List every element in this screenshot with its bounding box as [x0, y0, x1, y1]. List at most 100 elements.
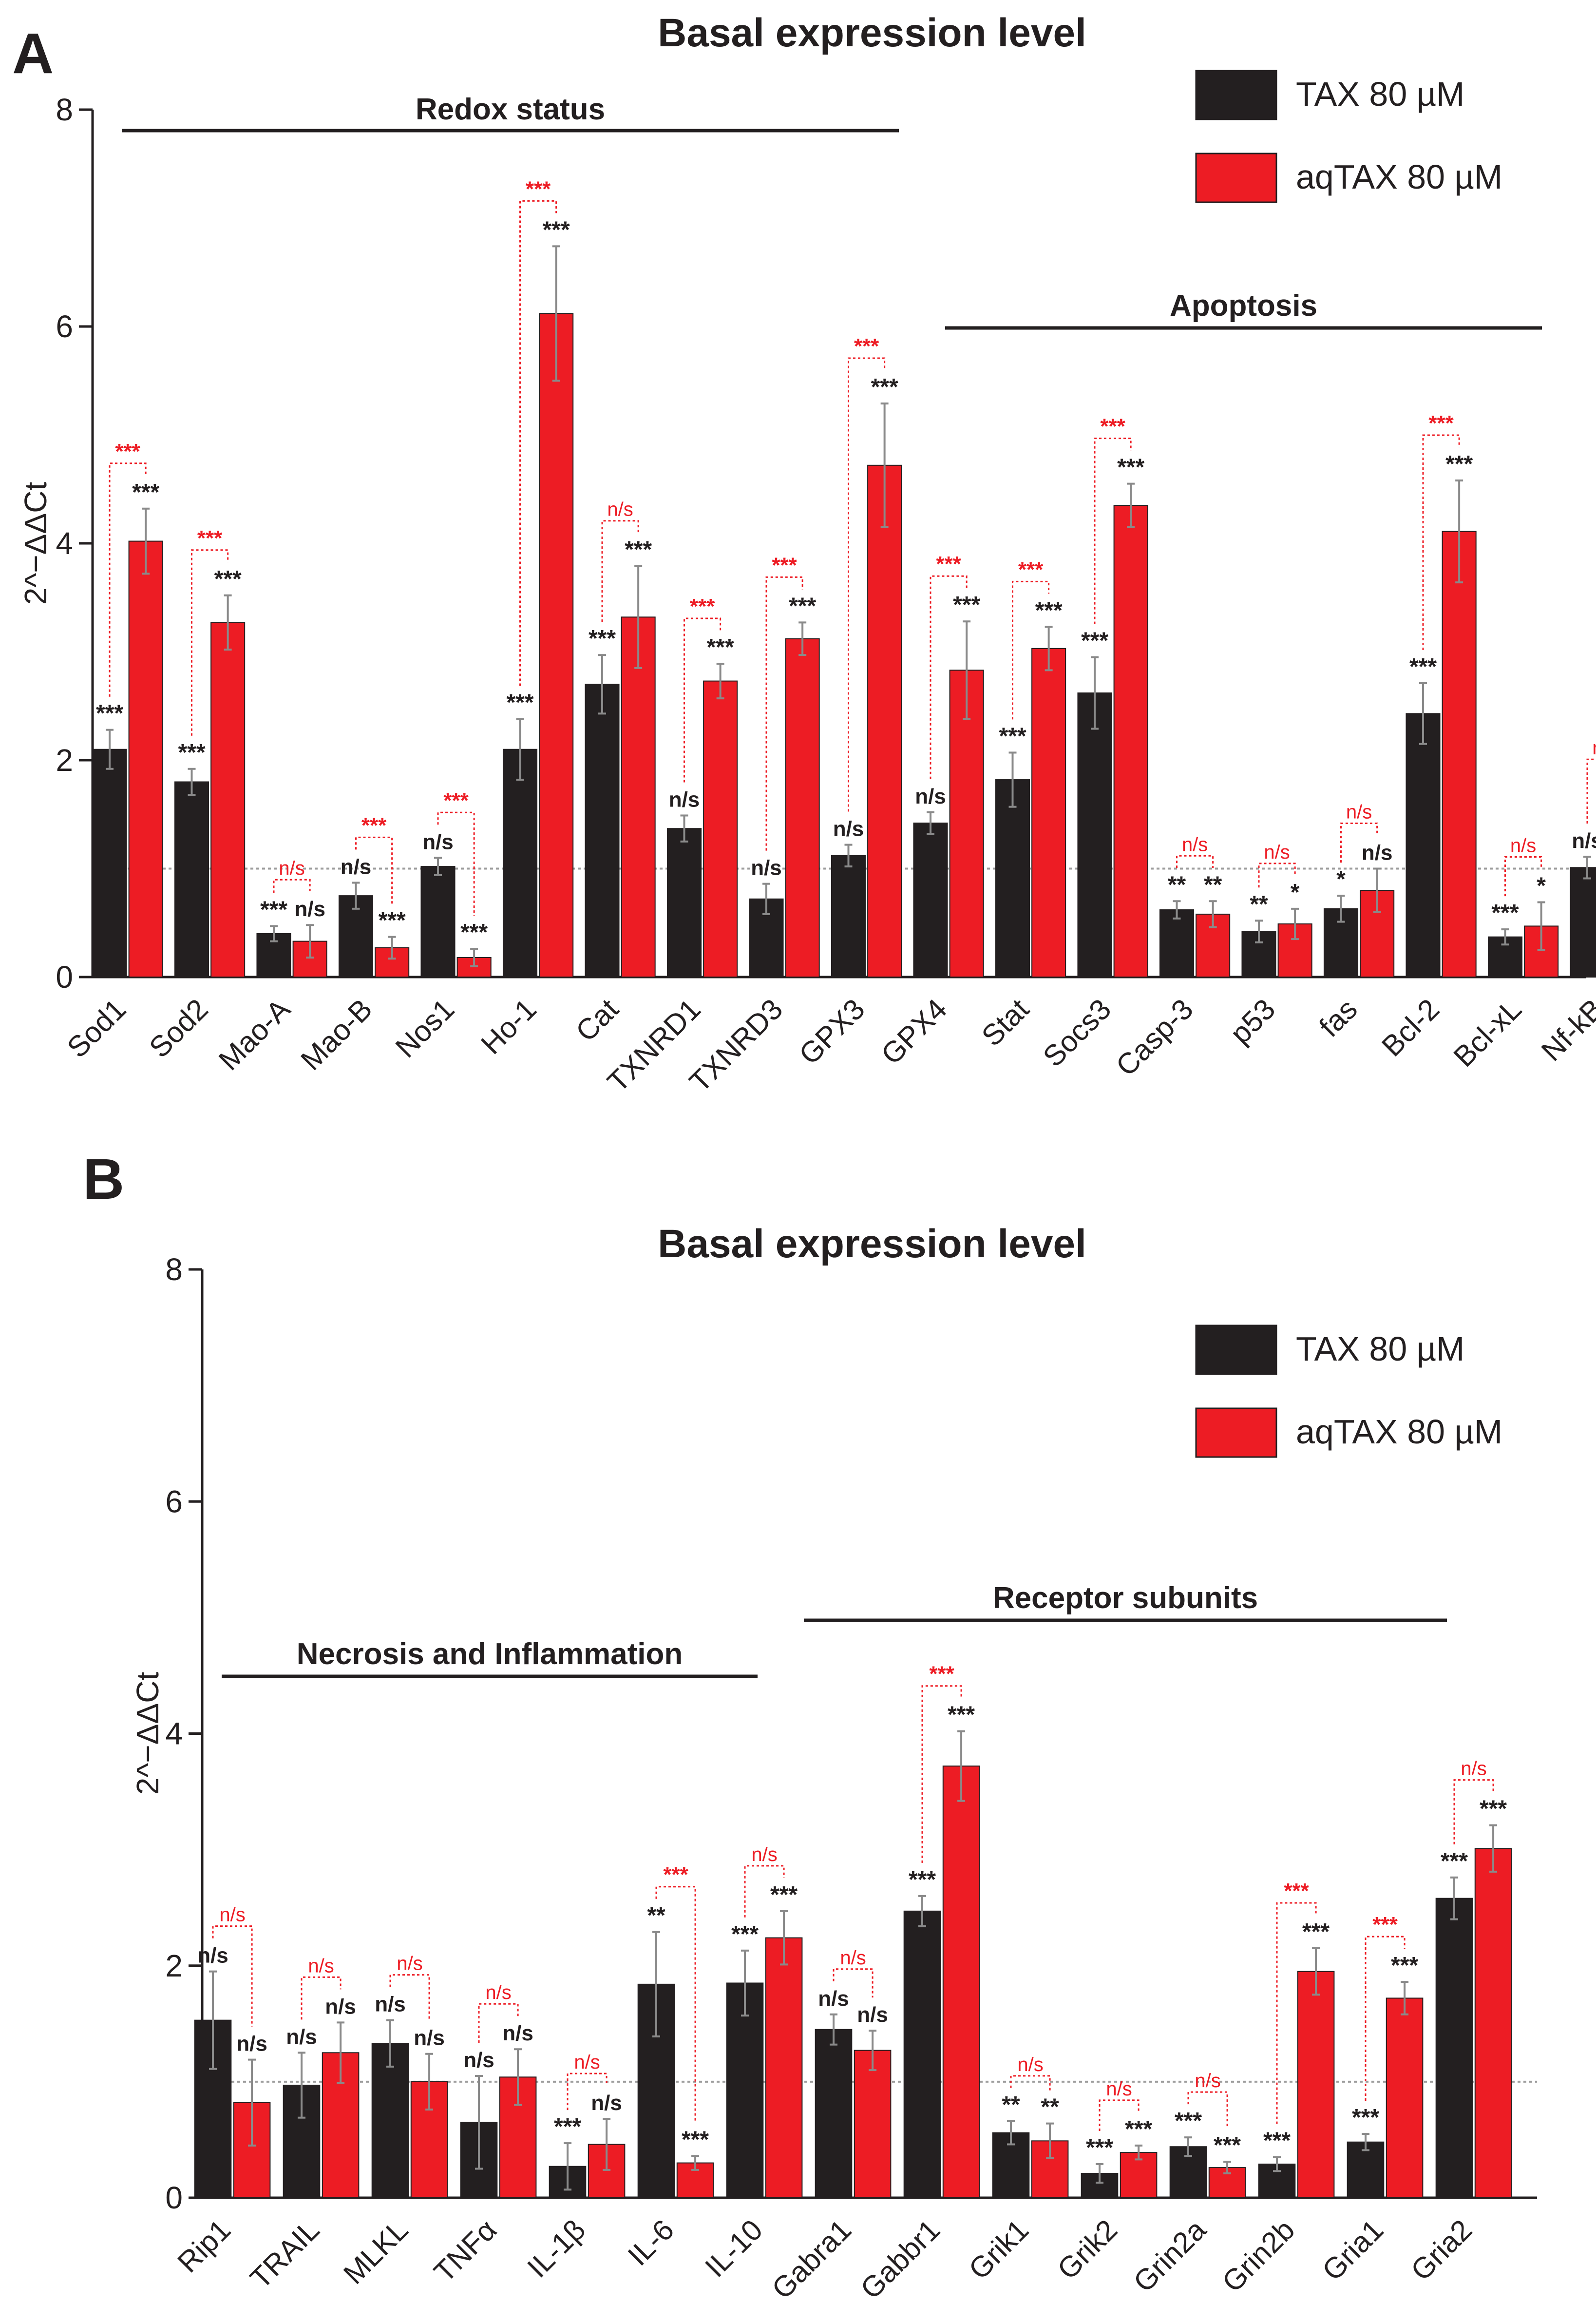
comparison-bracket — [519, 200, 557, 686]
significance-label: *** — [96, 701, 123, 727]
comparison-label: n/s — [1461, 1758, 1486, 1780]
y-tick-label: 4 — [165, 1716, 183, 1751]
legend-label: aqTAX 80 µM — [1296, 158, 1502, 196]
significance-label: *** — [260, 897, 287, 922]
comparison-label: *** — [854, 334, 879, 358]
comparison-bracket — [1094, 438, 1132, 624]
comparison-label: n/s — [279, 858, 304, 879]
group-label: Necrosis and Inflammation — [297, 1637, 683, 1671]
comparison-label: n/s — [1592, 737, 1596, 759]
comparison-bracket — [744, 1865, 785, 1918]
significance-label: * — [1336, 866, 1346, 892]
significance-label: *** — [1125, 2116, 1152, 2142]
significance-label: *** — [953, 592, 980, 618]
significance-label: *** — [999, 723, 1026, 749]
comparison-label: *** — [690, 595, 715, 618]
bar-tax — [420, 866, 456, 978]
significance-label: *** — [909, 1867, 936, 1893]
bar-aqtax — [322, 2052, 360, 2198]
legend-swatch-tax — [1195, 1324, 1277, 1375]
y-tick-label: 2 — [56, 743, 73, 778]
x-tick-label: Cat — [570, 993, 625, 1048]
bar-aqtax — [785, 638, 820, 978]
comparison-label: n/s — [1346, 802, 1372, 823]
comparison-bracket — [1340, 823, 1378, 863]
x-tick-label: Grik2 — [1051, 2213, 1123, 2286]
comparison-bracket — [212, 1925, 253, 2027]
significance-label: n/s — [915, 785, 946, 808]
significance-label: n/s — [1572, 829, 1596, 853]
bar-tax — [995, 779, 1030, 978]
y-tick-label: 0 — [165, 2180, 183, 2215]
bar-tax — [174, 781, 209, 978]
significance-label: *** — [460, 920, 488, 945]
comparison-label: *** — [115, 440, 140, 463]
x-tick-label: Socs3 — [1037, 993, 1117, 1073]
significance-label: *** — [731, 1921, 759, 1947]
significance-label: n/s — [1362, 841, 1393, 865]
bar-tax — [371, 2043, 409, 2199]
significance-label: *** — [1409, 654, 1437, 680]
significance-label: n/s — [286, 2025, 317, 2049]
comparison-bracket — [1187, 2091, 1228, 2129]
panel-label: A — [12, 21, 54, 86]
significance-label: *** — [554, 2114, 581, 2140]
comparison-label: n/s — [1106, 2078, 1132, 2100]
chart-title: Basal expression level — [658, 11, 1086, 55]
comparison-bracket — [1099, 2099, 1140, 2131]
comparison-bracket — [1422, 434, 1460, 651]
comparison-label: *** — [1284, 1879, 1309, 1903]
bar-tax — [1159, 909, 1195, 978]
comparison-bracket — [191, 549, 229, 736]
significance-label: n/s — [422, 830, 454, 854]
comparison-bracket — [833, 1968, 874, 1998]
comparison-label: n/s — [308, 1955, 334, 1977]
comparison-label: *** — [526, 177, 551, 201]
comparison-label: *** — [1100, 415, 1125, 439]
comparison-label: *** — [929, 1662, 954, 1686]
comparison-label: *** — [772, 553, 797, 577]
comparison-bracket — [437, 811, 475, 916]
bar-aqtax — [1474, 1848, 1512, 2198]
x-tick-label: MLKL — [337, 2213, 414, 2290]
significance-label: n/s — [751, 856, 782, 880]
x-tick-label: TRAIL — [244, 2213, 326, 2295]
bar-aqtax — [539, 313, 574, 978]
comparison-bracket — [921, 1685, 962, 1863]
significance-label: *** — [1035, 597, 1063, 623]
x-tick-label: Nos1 — [389, 993, 460, 1064]
bar-aqtax — [942, 1765, 980, 2199]
y-tick-label: 2 — [165, 1948, 183, 1983]
bar-tax — [502, 748, 538, 978]
comparison-label: *** — [1372, 1913, 1398, 1937]
significance-label: *** — [1391, 1953, 1418, 1978]
x-tick-label: Gabbr1 — [854, 2213, 946, 2305]
comparison-label: *** — [936, 552, 961, 576]
x-tick-label: GPX3 — [793, 993, 871, 1071]
y-axis-label: 2^−ΔΔCt — [18, 482, 53, 605]
bar-tax — [903, 1910, 941, 2199]
comparison-label: *** — [663, 1863, 688, 1887]
y-tick-label: 8 — [56, 92, 73, 127]
bar-aqtax — [621, 616, 656, 978]
x-tick-label: Sod1 — [61, 993, 132, 1064]
y-tick-label: 6 — [56, 309, 73, 344]
bar-aqtax — [703, 680, 738, 978]
comparison-bracket — [1012, 580, 1050, 720]
bar-aqtax — [854, 2050, 892, 2198]
significance-label: ** — [647, 1903, 665, 1929]
comparison-bracket — [930, 575, 968, 779]
bar-tax — [666, 828, 702, 978]
x-tick-label: p53 — [1224, 993, 1281, 1050]
significance-label: *** — [1352, 2105, 1379, 2130]
significance-label: n/s — [375, 1993, 406, 2016]
legend-swatch-tax — [1195, 70, 1277, 120]
comparison-bracket — [1258, 863, 1296, 888]
y-tick-label: 6 — [165, 1484, 183, 1519]
bar-aqtax — [210, 622, 246, 978]
group-label: Receptor subunits — [993, 1581, 1258, 1615]
comparison-bracket — [1453, 1779, 1494, 1844]
significance-label: *** — [132, 480, 159, 505]
significance-label: *** — [379, 908, 406, 934]
comparison-bracket — [389, 1974, 430, 2021]
